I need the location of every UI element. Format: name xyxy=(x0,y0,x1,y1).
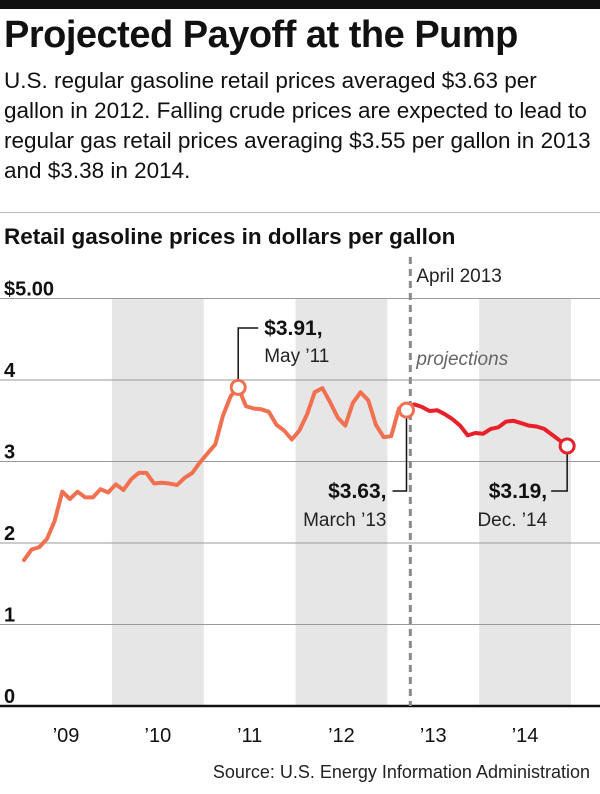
annotation-march13-date: March ’13 xyxy=(303,510,386,531)
y-tick-label-3: 3 xyxy=(4,442,15,464)
gas-price-chart: 0 1 2 3 4 $5.00 ’09 ’10 ’11 ’12 ’13 ’14 April 2013 pr… xyxy=(0,257,600,747)
year-band-2014 xyxy=(479,298,571,706)
top-bar xyxy=(0,0,600,9)
leader-line-dec14 xyxy=(551,454,568,492)
marker-dec14 xyxy=(558,437,576,455)
chart-title: Retail gasoline prices in dollars per ga… xyxy=(4,224,456,249)
y-tick-label-4: 4 xyxy=(4,360,16,382)
x-tick-label-2011: ’11 xyxy=(237,725,262,747)
leader-line-peak xyxy=(237,327,259,380)
source-note: Source: U.S. Energy Information Administ… xyxy=(212,762,590,782)
series-line-historical xyxy=(22,385,409,563)
marker-peak xyxy=(229,378,247,396)
annotation-peak-value: $3.91, xyxy=(264,317,322,340)
series-line-projection xyxy=(404,402,570,448)
x-tick-label-2013: ’13 xyxy=(420,725,447,747)
y-tick-label-0: 0 xyxy=(4,686,15,708)
annotation-peak-date: May ’11 xyxy=(264,346,329,367)
y-tick-label-2: 2 xyxy=(4,523,15,545)
year-band-2010 xyxy=(111,298,204,706)
y-tick-label-5: $5.00 xyxy=(4,279,54,301)
x-tick-label-2010: ’10 xyxy=(145,725,172,747)
annotation-dec14-value: $3.19, xyxy=(489,480,547,503)
year-band-2012 xyxy=(295,298,388,706)
x-tick-label-2012: ’12 xyxy=(328,725,355,747)
annotation-dec14-date: Dec. ’14 xyxy=(477,510,547,531)
headline: Projected Payoff at the Pump xyxy=(4,14,518,56)
x-tick-label-2014: ’14 xyxy=(512,725,539,747)
subheadline: U.S. regular gasoline retail prices aver… xyxy=(4,68,591,183)
divider-label: April 2013 xyxy=(416,266,502,287)
leader-line-march13 xyxy=(392,418,408,492)
marker-march13 xyxy=(398,401,415,419)
divider-rule xyxy=(0,212,600,213)
y-tick-label-1: 1 xyxy=(4,605,15,627)
annotation-march13-value: $3.63, xyxy=(328,480,386,503)
x-tick-label-2009: ’09 xyxy=(53,725,80,747)
projection-label: projections xyxy=(415,349,508,370)
